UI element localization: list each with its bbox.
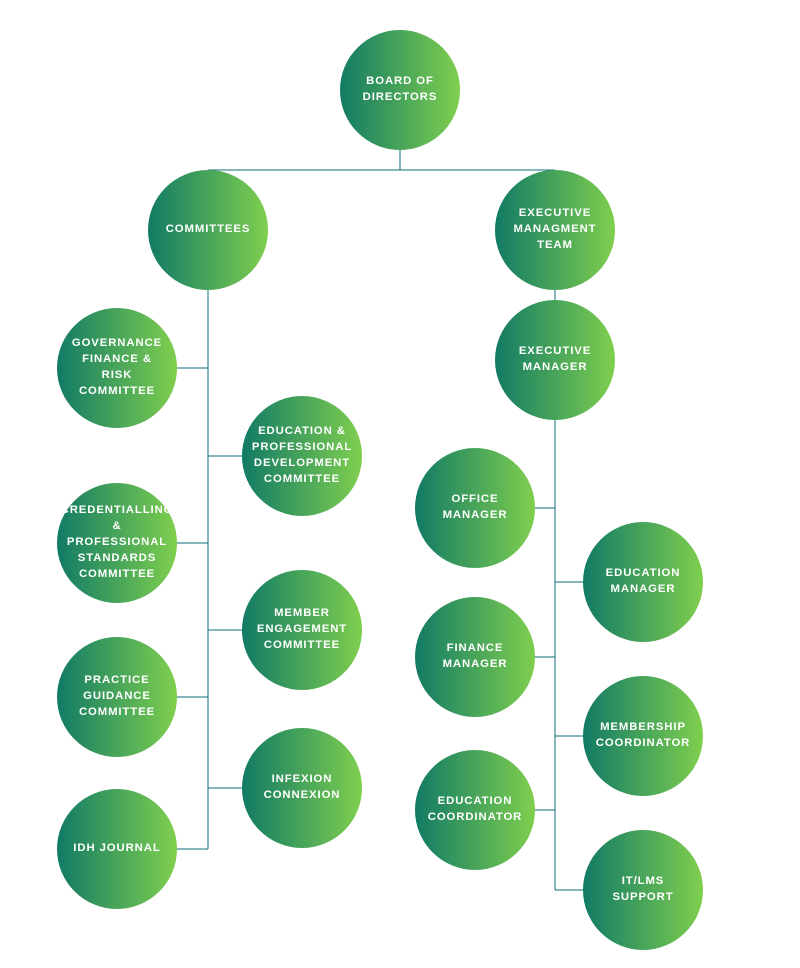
node-label-fin-mgr: FINANCEMANAGER: [415, 597, 535, 717]
node-label-edu-mgr: EDUCATIONMANAGER: [583, 522, 703, 642]
node-label-practice: PRACTICEGUIDANCECOMMITTEE: [57, 637, 177, 757]
node-label-edu-coord: EDUCATIONCOORDINATOR: [415, 750, 535, 870]
edge: [208, 150, 400, 170]
node-label-member-eng: MEMBERENGAGEMENTCOMMITTEE: [242, 570, 362, 690]
node-label-office-mgr: OFFICEMANAGER: [415, 448, 535, 568]
node-label-cred-prof: CREDENTIALLING& PROFESSIONALSTANDARDSCOM…: [57, 483, 177, 603]
node-label-idh: IDH JOURNAL: [57, 789, 177, 909]
node-label-gov-fin-risk: GOVERNANCEFINANCE & RISKCOMMITTEE: [57, 308, 177, 428]
edge: [400, 150, 555, 170]
node-label-infexion: INFEXIONCONNEXION: [242, 728, 362, 848]
node-label-board: BOARD OFDIRECTORS: [340, 30, 460, 150]
node-label-committees: COMMITTEES: [148, 170, 268, 290]
node-label-exec-team: EXECUTIVEMANAGMENTTEAM: [495, 170, 615, 290]
node-label-exec-mgr: EXECUTIVEMANAGER: [495, 300, 615, 420]
node-label-member-coord: MEMBERSHIPCOORDINATOR: [583, 676, 703, 796]
org-chart: BOARD OFDIRECTORS COMMITTEES EXECUTIVEMANA…: [0, 0, 800, 968]
node-label-it-lms: IT/LMSSUPPORT: [583, 830, 703, 950]
node-label-edu-prof-dev: EDUCATION &PROFESSIONALDEVELOPMENTCOMMIT…: [242, 396, 362, 516]
